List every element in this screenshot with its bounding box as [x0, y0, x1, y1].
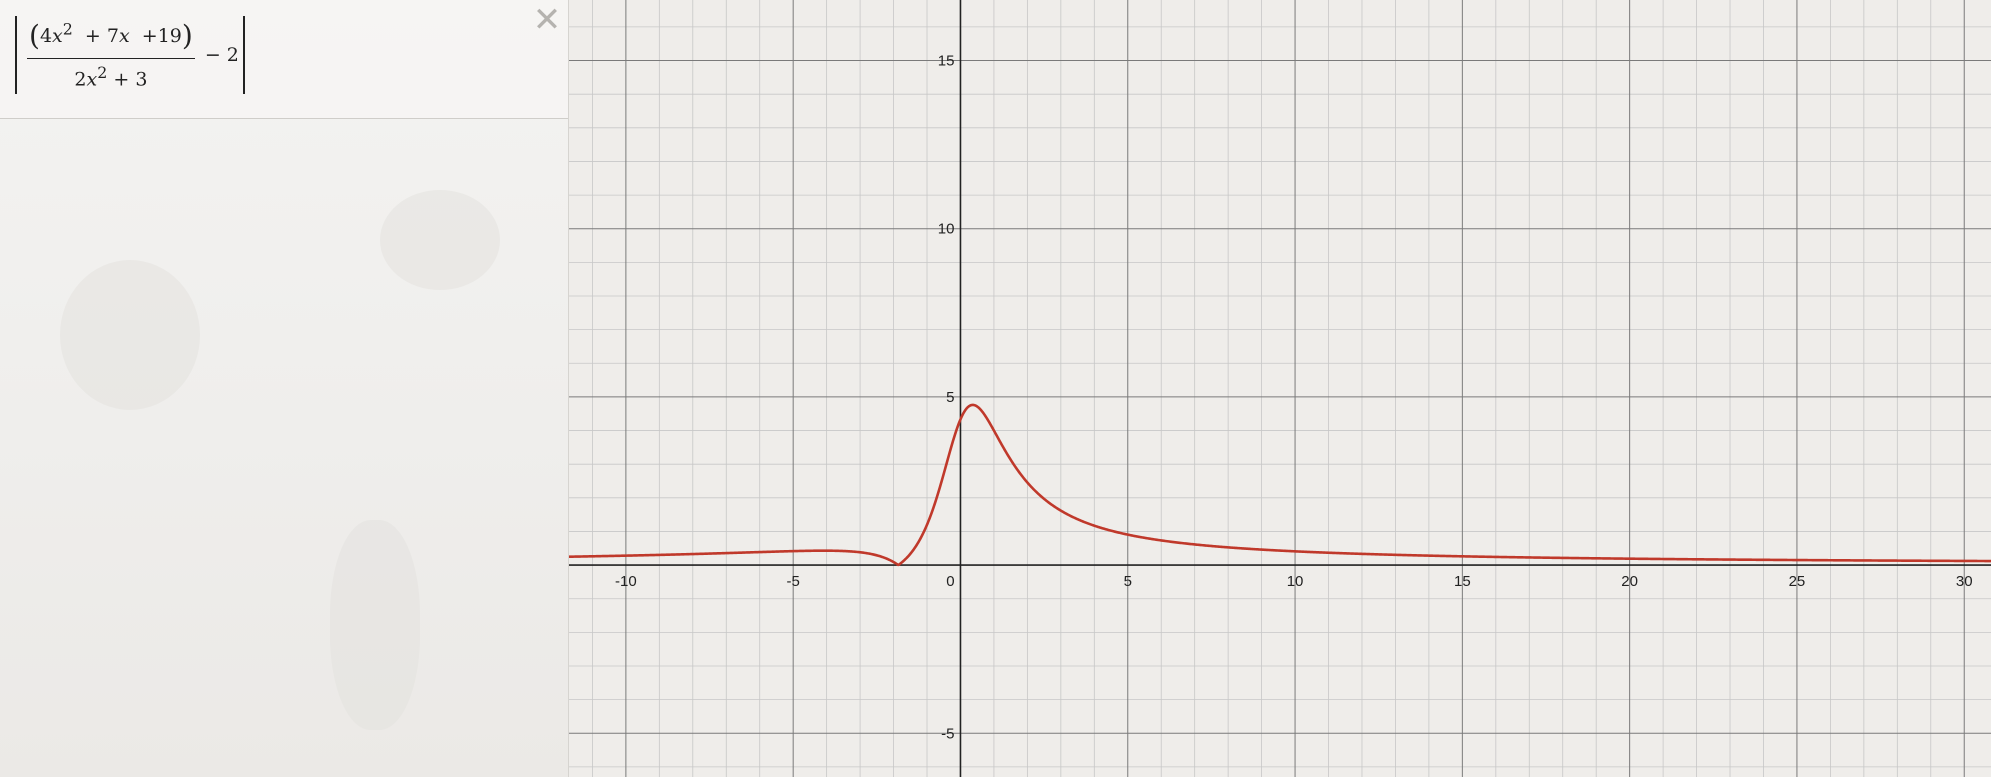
- x-tick-label: 20: [1621, 573, 1638, 590]
- x-tick-label: 0: [946, 573, 954, 590]
- y-tick-label: 10: [938, 221, 955, 238]
- den-term2: + 3: [113, 68, 148, 91]
- x-tick-label: 30: [1956, 573, 1973, 590]
- x-tick-label: -10: [615, 573, 637, 590]
- den-coef: 2: [74, 68, 87, 91]
- x-tick-label: 25: [1789, 573, 1806, 590]
- background-shape: [380, 190, 500, 290]
- expression-formula[interactable]: (4x2 + 7x +19) 2x2 + 3 − 2: [15, 16, 245, 94]
- num-coef: 4: [39, 25, 53, 48]
- num-term3: +19: [141, 25, 182, 48]
- y-tick-label: 5: [946, 389, 954, 406]
- abs-bar-left: [15, 16, 17, 94]
- major-grid: [569, 0, 1991, 777]
- paren-open: (: [29, 19, 40, 53]
- axes: [569, 0, 1991, 777]
- x-tick-labels: -10 -5 0 5 10 15 20 25 30: [615, 573, 1973, 590]
- function-curve: [569, 403, 1991, 567]
- fraction-numerator: (4x2 + 7x +19): [27, 19, 195, 60]
- y-tick-labels: -5 5 10 15: [938, 53, 955, 743]
- expression-sidebar: (4x2 + 7x +19) 2x2 + 3 − 2 ✕: [0, 0, 569, 777]
- paren-close: ): [181, 19, 193, 53]
- fraction: (4x2 + 7x +19) 2x2 + 3: [27, 19, 195, 91]
- close-icon[interactable]: ✕: [532, 0, 562, 40]
- num-exponent: 2: [62, 20, 73, 39]
- x-tick-label: 15: [1454, 573, 1471, 590]
- expression-tail: − 2: [204, 44, 239, 66]
- function-curve-group: [569, 403, 1991, 567]
- background-shape: [330, 520, 420, 730]
- abs-bar-right: [242, 16, 245, 94]
- num-var: x: [52, 25, 63, 48]
- graph-canvas[interactable]: -10 -5 0 5 10 15 20 25 30 -5 5 10 15: [569, 0, 1991, 777]
- minor-grid: [569, 0, 1991, 777]
- graph-svg[interactable]: -10 -5 0 5 10 15 20 25 30 -5 5 10 15: [569, 0, 1991, 777]
- num-term2: + 7: [84, 25, 119, 48]
- x-tick-label: 5: [1124, 573, 1132, 590]
- den-exponent: 2: [97, 63, 108, 83]
- y-tick-label: 15: [938, 53, 955, 70]
- x-tick-label: -5: [787, 573, 800, 590]
- background-shape: [60, 260, 200, 410]
- expression-row[interactable]: (4x2 + 7x +19) 2x2 + 3 − 2: [0, 0, 568, 119]
- fraction-denominator: 2x2 + 3: [74, 59, 147, 90]
- y-tick-label: -5: [941, 725, 954, 742]
- den-var: x: [86, 68, 98, 91]
- num-term2-var: x: [118, 25, 130, 48]
- x-tick-label: 10: [1287, 573, 1304, 590]
